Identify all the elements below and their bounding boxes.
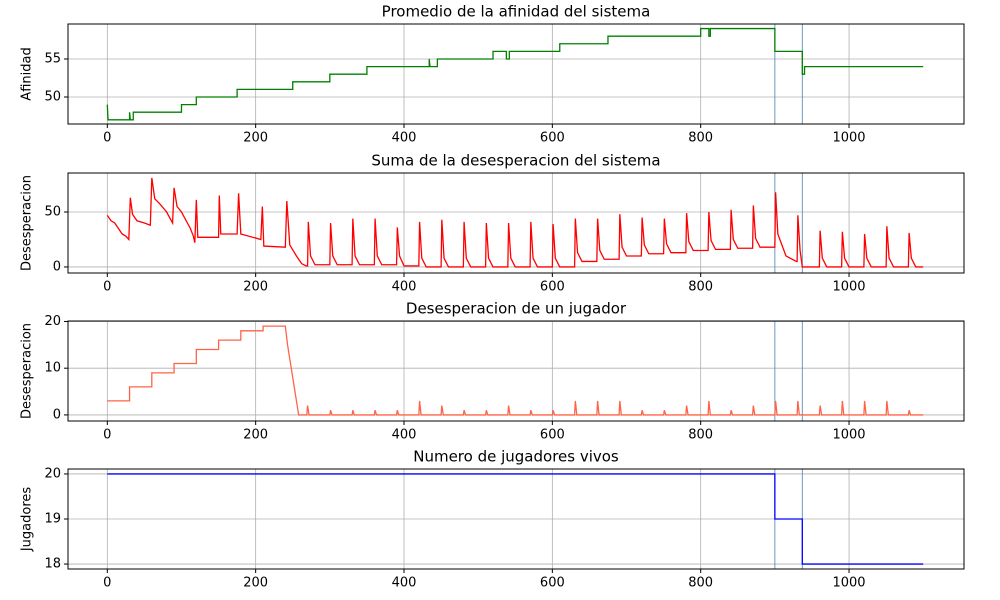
x-tick-label: 1000 <box>832 576 865 591</box>
x-tick-label: 800 <box>688 131 713 146</box>
y-axis-label: Desesperacion <box>20 323 35 419</box>
x-tick-label: 600 <box>540 280 565 295</box>
y-tick-label: 10 <box>44 361 61 376</box>
axes-frame <box>67 320 965 422</box>
x-tick-label: 200 <box>243 280 268 295</box>
subplot-title: Promedio de la afinidad del sistema <box>382 3 651 21</box>
y-tick-label: 20 <box>44 314 61 329</box>
axes-frame <box>67 468 965 570</box>
x-tick-label: 600 <box>540 428 565 443</box>
subplot-title: Suma de la desesperacion del sistema <box>371 152 660 170</box>
data-line <box>107 473 924 565</box>
x-tick-label: 1000 <box>832 131 865 146</box>
y-axis-label: Jugadores <box>20 487 35 553</box>
y-tick-label: 0 <box>53 407 61 422</box>
y-axis-label: Afinidad <box>20 47 35 100</box>
x-tick-label: 800 <box>688 428 713 443</box>
x-tick-label: 0 <box>103 280 111 295</box>
y-axis-label: Desesperacion <box>20 175 35 271</box>
y-tick-label: 55 <box>44 51 61 66</box>
x-tick-label: 0 <box>103 131 111 146</box>
x-tick-label: 200 <box>243 131 268 146</box>
y-tick-label: 50 <box>44 90 61 105</box>
x-tick-label: 400 <box>392 428 417 443</box>
data-line <box>107 325 924 416</box>
x-tick-label: 400 <box>392 280 417 295</box>
y-tick-label: 50 <box>44 205 61 220</box>
x-tick-label: 800 <box>688 280 713 295</box>
x-tick-label: 400 <box>392 576 417 591</box>
y-tick-label: 19 <box>44 512 61 527</box>
x-tick-label: 1000 <box>832 280 865 295</box>
axes-frame <box>67 23 965 125</box>
data-line <box>106 177 924 268</box>
x-tick-label: 600 <box>540 576 565 591</box>
x-tick-label: 200 <box>243 576 268 591</box>
axes-frame <box>67 172 965 274</box>
subplot-title: Numero de jugadores vivos <box>413 448 619 466</box>
subplot-title: Desesperacion de un jugador <box>406 300 627 318</box>
x-tick-label: 0 <box>103 576 111 591</box>
x-tick-label: 0 <box>103 428 111 443</box>
x-tick-label: 400 <box>392 131 417 146</box>
data-line <box>106 27 924 121</box>
x-tick-label: 1000 <box>832 428 865 443</box>
y-tick-label: 20 <box>44 466 61 481</box>
y-tick-label: 0 <box>53 259 61 274</box>
x-tick-label: 600 <box>540 131 565 146</box>
x-tick-label: 200 <box>243 428 268 443</box>
x-tick-label: 800 <box>688 576 713 591</box>
y-tick-label: 18 <box>44 557 61 572</box>
